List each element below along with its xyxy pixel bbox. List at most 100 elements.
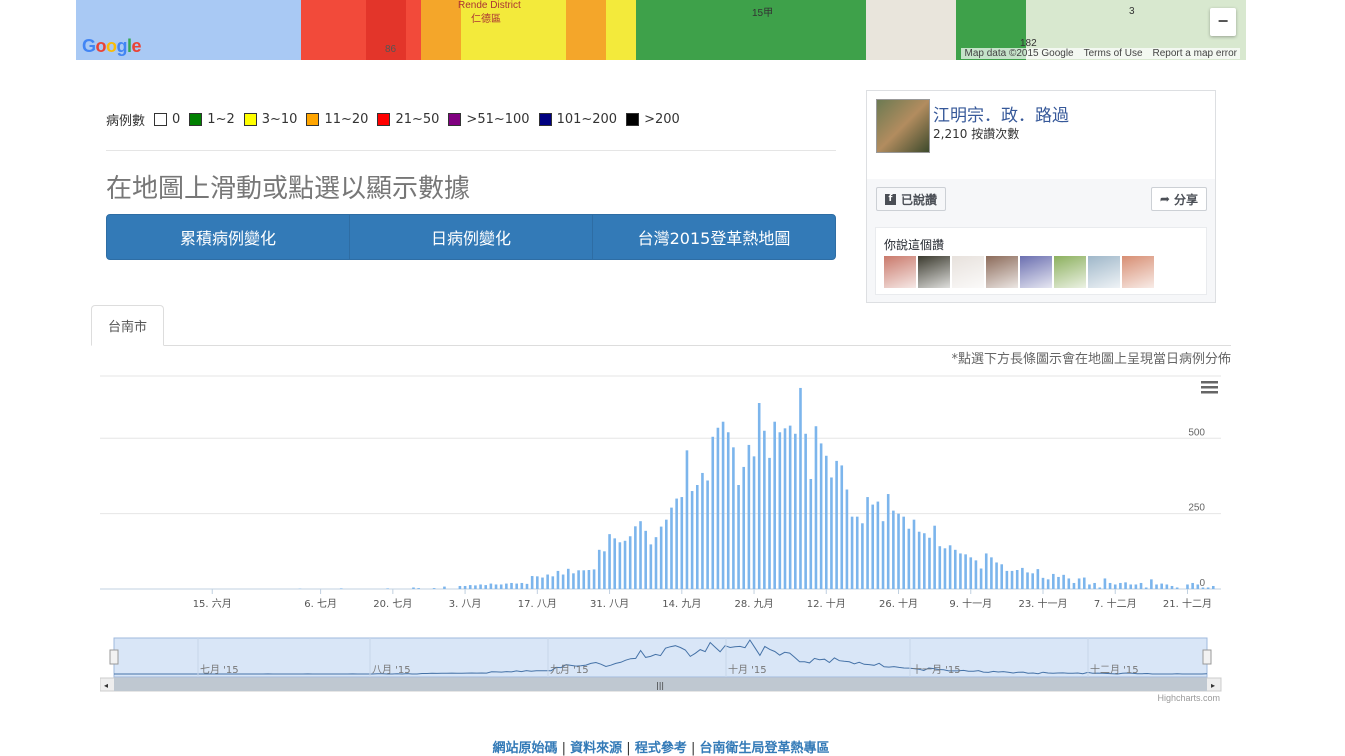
chart-bar[interactable]: [639, 521, 642, 589]
report-map-error-link[interactable]: Report a map error: [1152, 48, 1237, 59]
chart-bar[interactable]: [969, 557, 973, 589]
chart-bar[interactable]: [1077, 578, 1081, 589]
chart-bar[interactable]: [979, 568, 983, 589]
chart-bar[interactable]: [948, 545, 952, 589]
terms-of-use-link[interactable]: Terms of Use: [1083, 48, 1143, 59]
chart-bar[interactable]: [675, 498, 678, 589]
chart-bar[interactable]: [1031, 573, 1034, 589]
chart-bar[interactable]: [1144, 587, 1148, 589]
chart-bar[interactable]: [773, 421, 776, 589]
chart-bar[interactable]: [499, 584, 503, 589]
chart-bar[interactable]: [505, 583, 508, 589]
chart-bar[interactable]: [494, 584, 498, 589]
chart-bar[interactable]: [556, 570, 560, 589]
chart-bar[interactable]: [840, 465, 844, 589]
chart-bar[interactable]: [845, 489, 849, 589]
chart-bar[interactable]: [572, 573, 575, 589]
chart-bar[interactable]: [443, 586, 446, 589]
chart-bar[interactable]: [778, 432, 782, 589]
fb-share-button[interactable]: ➦ 分享: [1150, 187, 1207, 211]
chart-bar[interactable]: [1088, 584, 1091, 589]
chart-bar[interactable]: [783, 428, 787, 589]
chart-bar[interactable]: [768, 457, 771, 589]
fb-friend-avatar[interactable]: [1122, 256, 1154, 288]
chart-bar[interactable]: [1113, 584, 1117, 589]
map-view[interactable]: Rende District 仁德區 86 15甲 3 182 Google M…: [76, 0, 1246, 60]
chart-bar[interactable]: [984, 553, 988, 589]
chart-bar[interactable]: [788, 425, 792, 589]
chart-bar[interactable]: [695, 485, 699, 589]
chart-bar[interactable]: [706, 480, 709, 589]
chart-bar[interactable]: [752, 456, 756, 589]
chart-bar[interactable]: [1165, 584, 1169, 589]
chart-bar[interactable]: [964, 554, 967, 589]
chart-bar[interactable]: [953, 549, 957, 589]
chart-bar[interactable]: [458, 585, 462, 589]
chart-bar[interactable]: [659, 526, 663, 589]
chart-bar[interactable]: [479, 584, 482, 589]
fb-friend-avatar[interactable]: [986, 256, 1018, 288]
chart-bar[interactable]: [386, 588, 389, 589]
daily-cases-button[interactable]: 日病例變化: [350, 215, 593, 259]
chart-bar[interactable]: [943, 548, 947, 589]
chart-bar[interactable]: [959, 553, 962, 589]
navigator-left-handle[interactable]: [109, 649, 119, 665]
chart-bar[interactable]: [861, 523, 864, 589]
fb-friend-avatar[interactable]: [884, 256, 916, 288]
chart-bar[interactable]: [603, 551, 606, 589]
chart-bar[interactable]: [835, 460, 838, 589]
fb-friend-avatar[interactable]: [1088, 256, 1120, 288]
chart-bar[interactable]: [1005, 570, 1009, 589]
chart-bar[interactable]: [1196, 584, 1200, 589]
chart-bar[interactable]: [907, 528, 911, 589]
chart-bar[interactable]: [1134, 584, 1138, 589]
chart-bar[interactable]: [644, 530, 647, 589]
chart-bar[interactable]: [1186, 584, 1189, 589]
footer-link-health-bureau[interactable]: 台南衛生局登革熱專區: [699, 741, 830, 756]
chart-bar[interactable]: [1036, 569, 1040, 589]
fb-friend-avatar[interactable]: [1020, 256, 1052, 288]
chart-bar[interactable]: [613, 538, 617, 589]
chart-bar[interactable]: [1046, 579, 1050, 589]
chart-bar[interactable]: [701, 472, 704, 589]
chart-bar[interactable]: [520, 582, 524, 589]
chart-bar[interactable]: [515, 583, 518, 589]
chart-bar[interactable]: [732, 447, 735, 589]
taiwan-map-button[interactable]: 台灣2015登革熱地圖: [637, 229, 791, 248]
chart-bar[interactable]: [670, 507, 673, 589]
chart-bar[interactable]: [757, 403, 761, 589]
fb-like-button[interactable]: f 已說讚: [876, 187, 947, 211]
scroll-right-icon[interactable]: ▸: [1211, 681, 1215, 690]
chart-bar[interactable]: [1026, 572, 1029, 589]
fb-page-name[interactable]: 江明宗．政．路過: [933, 106, 1069, 126]
chart-bar[interactable]: [933, 525, 936, 589]
chart-bar[interactable]: [1103, 578, 1107, 589]
chart-bar[interactable]: [1000, 564, 1004, 589]
footer-link-data-source[interactable]: 資料來源: [570, 741, 623, 756]
chart-bar[interactable]: [1021, 567, 1024, 589]
chart-bar[interactable]: [1211, 585, 1215, 589]
chart-bar[interactable]: [489, 583, 493, 589]
chart-bar[interactable]: [412, 587, 415, 589]
navigator-selection[interactable]: [113, 637, 1208, 678]
fb-friend-avatar[interactable]: [918, 256, 950, 288]
chart-bar[interactable]: [1072, 582, 1076, 589]
chart-bar[interactable]: [1139, 582, 1143, 589]
chart-bar[interactable]: [855, 516, 859, 589]
chart-bar[interactable]: [654, 537, 658, 589]
chart-bar[interactable]: [1129, 584, 1133, 589]
zoom-out-button[interactable]: −: [1210, 8, 1236, 36]
chart-bar[interactable]: [484, 585, 488, 589]
chart-bar[interactable]: [799, 387, 802, 589]
chart-bar[interactable]: [938, 546, 942, 589]
chart-bar[interactable]: [1119, 582, 1122, 589]
chart-bar[interactable]: [876, 501, 880, 589]
chart-bar[interactable]: [577, 570, 580, 589]
chart-bar[interactable]: [339, 588, 343, 589]
chart-bar[interactable]: [685, 450, 689, 589]
chart-bar[interactable]: [1191, 582, 1194, 589]
fb-friend-avatar[interactable]: [952, 256, 984, 288]
chart-bar[interactable]: [1170, 585, 1174, 589]
chart-bar[interactable]: [551, 576, 555, 589]
chart-bar[interactable]: [525, 583, 529, 589]
